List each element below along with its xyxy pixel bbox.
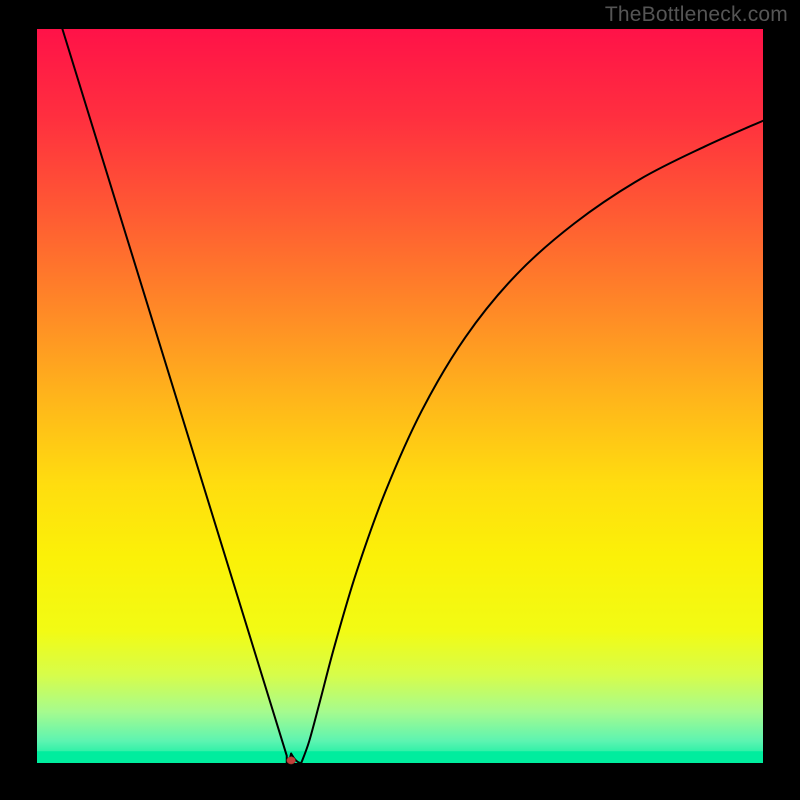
- plot-area: [37, 29, 763, 764]
- valley-marker: [287, 757, 296, 764]
- plot-background: [37, 29, 763, 763]
- watermark-text: TheBottleneck.com: [605, 3, 788, 27]
- chart-container: TheBottleneck.com: [0, 0, 800, 800]
- bottleneck-chart: [0, 0, 800, 800]
- bottom-green-band: [37, 751, 763, 763]
